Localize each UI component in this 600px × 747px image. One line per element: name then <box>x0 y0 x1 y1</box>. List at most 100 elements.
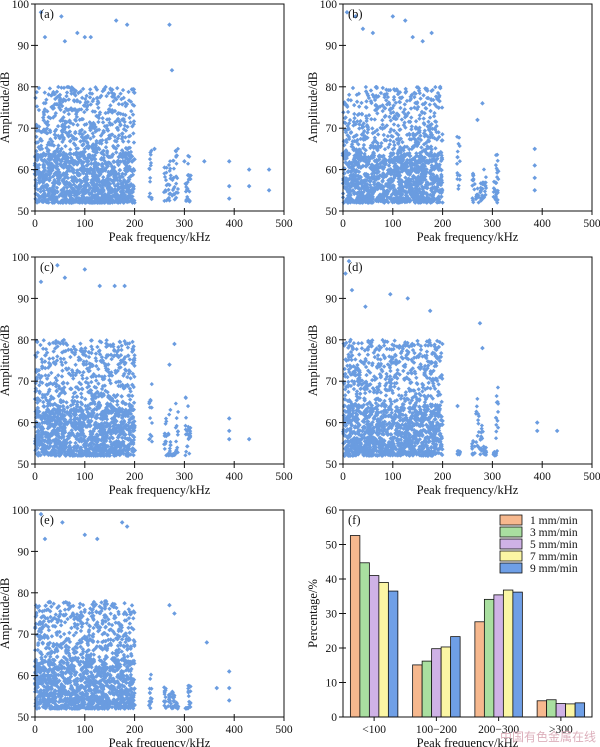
scatter-point <box>117 119 122 125</box>
scatter-point <box>481 167 487 172</box>
scatter-point <box>123 135 128 140</box>
scatter-point <box>96 105 101 110</box>
scatter-point <box>38 279 44 285</box>
scatter-point <box>42 107 48 112</box>
scatter-point <box>50 139 55 144</box>
scatter-point <box>111 145 117 150</box>
scatter-point <box>88 338 94 343</box>
x-tick-label: 400 <box>226 218 244 230</box>
scatter-point <box>167 362 172 367</box>
scatter-point <box>99 190 105 195</box>
scatter-point <box>123 112 128 118</box>
scatter-point <box>85 168 91 174</box>
scatter-point <box>47 128 53 133</box>
scatter-point <box>47 341 52 346</box>
scatter-point <box>57 92 63 98</box>
scatter-point <box>49 370 54 376</box>
scatter-point <box>410 34 416 40</box>
scatter-point <box>102 180 107 186</box>
scatter-point <box>64 400 69 405</box>
scatter-point <box>112 183 118 189</box>
scatter-point <box>115 85 120 91</box>
scatter-point <box>109 186 114 191</box>
scatter-point <box>351 102 357 108</box>
scatter-point <box>55 199 60 204</box>
scatter-point <box>75 160 81 166</box>
scatter-point <box>67 120 72 125</box>
scatter-point <box>54 185 60 190</box>
scatter-point <box>363 84 369 90</box>
scatter-point <box>87 155 93 160</box>
scatter-point <box>111 159 117 165</box>
scatter-point <box>79 134 84 140</box>
point-cluster <box>340 84 445 205</box>
scatter-point <box>36 124 42 129</box>
scatter-point <box>455 149 460 154</box>
scatter-point <box>47 142 53 147</box>
scatter-point <box>95 99 101 104</box>
scatter-point <box>47 170 53 176</box>
scatter-point <box>37 383 42 388</box>
scatter-point <box>84 144 90 149</box>
scatter-point <box>52 171 58 176</box>
scatter-point <box>53 135 58 141</box>
scatter-point <box>73 118 79 123</box>
scatter-point <box>129 154 135 159</box>
scatter-point <box>33 95 38 101</box>
scatter-point <box>126 194 132 200</box>
scatter-point <box>103 145 109 150</box>
scatter-point <box>50 142 55 148</box>
x-tick-label: 100 <box>384 218 402 230</box>
scatter-point <box>131 452 136 458</box>
scatter-point <box>112 283 117 289</box>
scatter-point <box>118 111 123 116</box>
x-tick-label: 500 <box>275 218 293 230</box>
scatter-point <box>46 177 52 183</box>
scatter-point <box>172 184 177 190</box>
scatter-point <box>113 119 118 125</box>
scatter-point <box>49 188 55 194</box>
scatter-point <box>168 443 173 448</box>
scatter-point <box>81 191 87 197</box>
scatter-point <box>46 114 51 120</box>
scatter-point <box>47 186 53 192</box>
scatter-point <box>66 111 72 117</box>
scatter-point <box>111 172 117 177</box>
y-tick-label: 100 <box>12 0 30 11</box>
scatter-point <box>57 200 63 205</box>
scatter-point <box>170 158 176 163</box>
scatter-point <box>66 97 72 102</box>
scatter-point <box>455 154 460 160</box>
scatter-point <box>69 133 74 138</box>
scatter-point <box>81 135 86 141</box>
scatter-point <box>114 191 120 197</box>
scatter-point <box>44 160 50 166</box>
scatter-point <box>58 107 63 112</box>
scatter-point <box>95 344 100 350</box>
scatter-point <box>105 173 111 179</box>
scatter-point <box>77 128 83 134</box>
scatter-point <box>79 180 84 185</box>
scatter-point <box>402 18 408 23</box>
scatter-point <box>80 195 85 201</box>
scatter-point <box>172 341 177 347</box>
scatter-point <box>372 117 377 122</box>
scatter-point <box>73 93 78 98</box>
scatter-point <box>69 197 74 202</box>
scatter-point <box>185 403 191 409</box>
x-tick-label: 500 <box>583 218 600 230</box>
scatter-point <box>109 164 115 170</box>
scatter-point <box>41 115 46 120</box>
scatter-point <box>148 160 154 166</box>
scatter-point <box>46 148 51 153</box>
scatter-point <box>91 123 96 128</box>
scatter-point <box>127 397 133 402</box>
scatter-point <box>94 200 100 205</box>
scatter-point <box>162 446 167 452</box>
scatter-point <box>174 161 179 166</box>
scatter-point <box>409 115 414 120</box>
scatter-point <box>79 386 85 391</box>
scatter-point <box>122 283 127 289</box>
scatter-point <box>185 444 190 449</box>
